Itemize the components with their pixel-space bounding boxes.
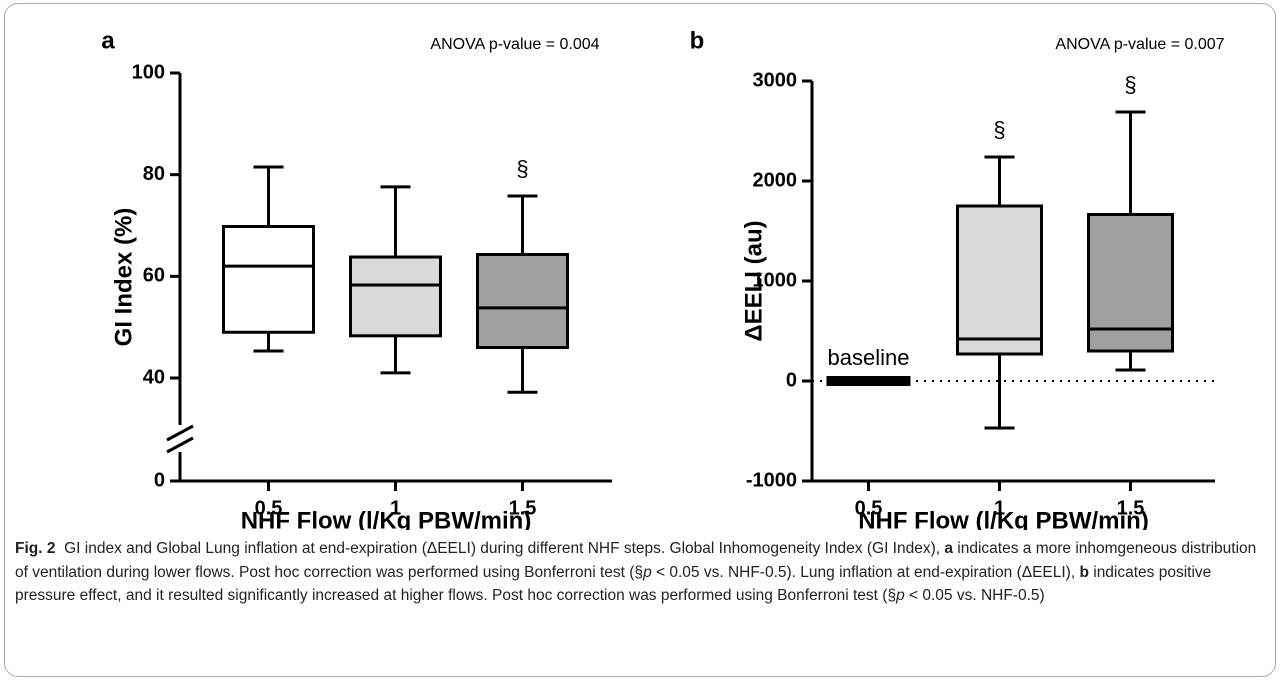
box-label: baseline — [828, 345, 910, 370]
caption-text: < 0.05 vs. NHF-0.5). Lung inflation at e… — [651, 563, 1080, 581]
panel-label: a — [101, 27, 115, 54]
caption-text: indicates positive pressure effect, and … — [15, 563, 1216, 605]
box — [956, 204, 1043, 356]
box — [476, 252, 569, 350]
y-axis-label: GI Index (%) — [110, 208, 137, 347]
annotation: ANOVA p-value = 0.007 — [1055, 36, 1224, 53]
y-tick-label: 2000 — [753, 169, 798, 191]
caption-text: a — [944, 540, 953, 557]
box — [349, 255, 442, 338]
caption-text: p — [643, 563, 652, 581]
x-tick-label: 0.5 — [855, 497, 883, 519]
figure-frame — [4, 3, 1276, 677]
x-tick-label: 1.5 — [509, 497, 537, 519]
y-tick-label: 60 — [143, 265, 165, 287]
x-tick-label: 1 — [390, 497, 401, 519]
caption-text: p — [896, 587, 905, 604]
box — [222, 225, 315, 334]
y-tick-label: 3000 — [753, 69, 798, 91]
significance-label: § — [993, 117, 1005, 142]
x-tick-label: 1.5 — [1117, 497, 1145, 519]
significance-label: § — [516, 156, 528, 181]
caption-text: b — [1079, 563, 1089, 581]
caption-text: GI index and Global Lung inflation at en… — [55, 540, 945, 557]
axis-break — [166, 436, 194, 454]
x-axis-label: NHF Flow (l/Kg PBW/min) — [858, 507, 1149, 530]
y-axis-label: ΔEELI (au) — [740, 220, 767, 341]
y-tick-label: -1000 — [746, 469, 797, 491]
axis-break — [166, 424, 194, 442]
significance-label: § — [1124, 72, 1136, 97]
x-axis-label: NHF Flow (l/Kg PBW/min) — [241, 507, 532, 530]
caption: Fig. 2 GI index and Global Lung inflatio… — [15, 537, 1265, 608]
charts: a ANOVA p-value = 0.004 GI Index (%) NHF Fl… — [101, 27, 1224, 530]
y-tick-label: 1000 — [753, 269, 798, 291]
y-tick-label: 100 — [132, 61, 165, 83]
y-tick-label: 80 — [143, 163, 165, 185]
y-tick-label: 0 — [154, 469, 165, 491]
y-tick-label: 0 — [786, 369, 797, 391]
caption-text: Fig. 2 — [15, 540, 56, 557]
annotation: ANOVA p-value = 0.004 — [430, 36, 599, 53]
y-tick-label: 40 — [143, 366, 165, 388]
caption-text: indicates a more inhomgeneous distributi… — [15, 540, 1261, 581]
x-tick-label: 1 — [994, 497, 1005, 519]
caption-text: < 0.05 vs. NHF-0.5) — [904, 587, 1045, 604]
box — [1087, 213, 1174, 353]
x-tick-label: 0.5 — [255, 497, 283, 519]
panel-label: b — [690, 27, 705, 54]
